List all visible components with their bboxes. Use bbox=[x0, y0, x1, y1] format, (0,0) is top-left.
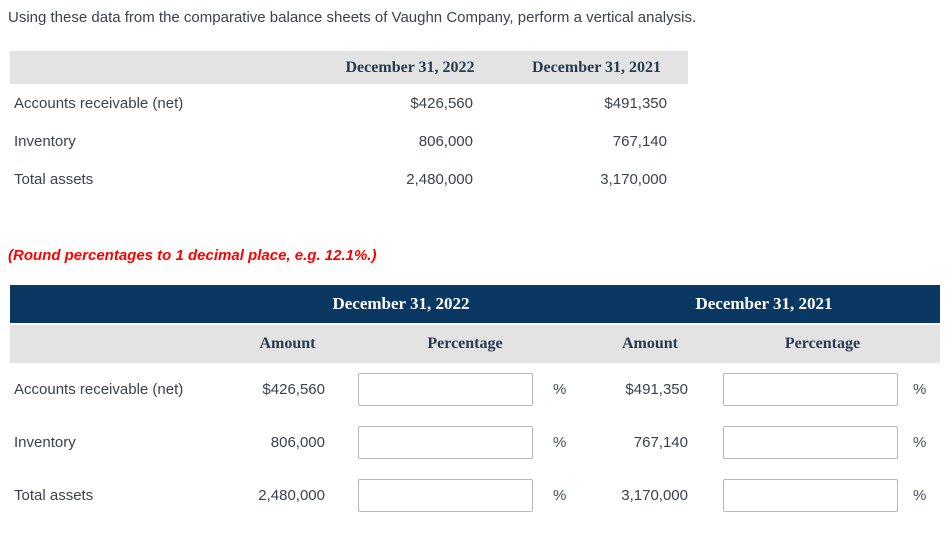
value-2021: 3,170,000 bbox=[600, 170, 667, 188]
table-row: Inventory 806,000 767,140 bbox=[10, 122, 688, 160]
percentage-cell-2021: % bbox=[705, 479, 940, 512]
analysis-group-header-bar: December 31, 2022 December 31, 2021 bbox=[10, 285, 940, 323]
rounding-note: (Round percentages to 1 decimal place, e… bbox=[8, 247, 377, 264]
percentage-cell-2022: % bbox=[335, 373, 595, 406]
value-2022: 2,480,000 bbox=[406, 170, 473, 188]
amount-2022: 806,000 bbox=[270, 434, 325, 451]
source-table: December 31, 2022 December 31, 2021 Acco… bbox=[10, 51, 688, 198]
percent-sign: % bbox=[553, 434, 567, 451]
amount-2022: 2,480,000 bbox=[258, 487, 325, 504]
group-header-2022: December 31, 2022 bbox=[332, 294, 470, 313]
group-header-2021: December 31, 2021 bbox=[695, 294, 833, 313]
source-column-header-2022: December 31, 2022 bbox=[345, 58, 475, 76]
percent-sign: % bbox=[553, 381, 567, 398]
row-label: Total assets bbox=[14, 487, 94, 504]
percentage-input-2022-total-assets[interactable] bbox=[358, 479, 533, 512]
amount-2022: $426,560 bbox=[262, 381, 325, 398]
percentage-cell-2022: % bbox=[335, 426, 595, 459]
amount-2021: 3,170,000 bbox=[621, 487, 688, 504]
assignment-page: Using these data from the comparative ba… bbox=[0, 9, 952, 522]
instruction-text: Using these data from the comparative ba… bbox=[8, 9, 697, 26]
table-row: Inventory 806,000 % 767,140 % bbox=[10, 416, 940, 469]
percentage-input-2021-inventory[interactable] bbox=[723, 426, 898, 459]
percentage-input-2022-accounts-receivable[interactable] bbox=[358, 373, 533, 406]
percentage-cell-2022: % bbox=[335, 479, 595, 512]
source-column-header-2021: December 31, 2021 bbox=[532, 58, 661, 76]
subheader-percentage-2022: Percentage bbox=[427, 335, 503, 352]
amount-2021: 767,140 bbox=[633, 434, 688, 451]
amount-2021: $491,350 bbox=[625, 381, 688, 398]
value-2021: 767,140 bbox=[612, 132, 667, 150]
percentage-cell-2021: % bbox=[705, 426, 940, 459]
percentage-input-2022-inventory[interactable] bbox=[358, 426, 533, 459]
percent-sign: % bbox=[913, 381, 927, 398]
row-label: Inventory bbox=[14, 434, 76, 451]
row-label: Total assets bbox=[14, 170, 94, 188]
subheader-amount-2021: Amount bbox=[621, 335, 678, 352]
subheader-amount-2022: Amount bbox=[259, 335, 316, 352]
analysis-subheader-row: Amount Percentage Amount Percentage bbox=[10, 325, 940, 363]
subheader-percentage-2021: Percentage bbox=[784, 335, 861, 352]
table-row: Total assets 2,480,000 3,170,000 bbox=[10, 160, 688, 198]
table-row: Accounts receivable (net) $426,560 % $49… bbox=[10, 363, 940, 416]
value-2022: $426,560 bbox=[410, 94, 473, 112]
percentage-cell-2021: % bbox=[705, 373, 940, 406]
value-2022: 806,000 bbox=[418, 132, 473, 150]
percentage-input-2021-total-assets[interactable] bbox=[723, 479, 898, 512]
row-label: Accounts receivable (net) bbox=[14, 381, 184, 398]
table-row: Accounts receivable (net) $426,560 $491,… bbox=[10, 84, 688, 122]
percentage-input-2021-accounts-receivable[interactable] bbox=[723, 373, 898, 406]
row-label: Inventory bbox=[14, 132, 76, 150]
percent-sign: % bbox=[553, 487, 567, 504]
analysis-table: December 31, 2022 December 31, 2021 Amou… bbox=[10, 285, 940, 522]
percent-sign: % bbox=[913, 487, 927, 504]
table-row: Total assets 2,480,000 % 3,170,000 % bbox=[10, 469, 940, 522]
row-label: Accounts receivable (net) bbox=[14, 94, 184, 112]
percent-sign: % bbox=[913, 434, 927, 451]
value-2021: $491,350 bbox=[604, 94, 667, 112]
source-table-header: December 31, 2022 December 31, 2021 bbox=[10, 51, 688, 84]
